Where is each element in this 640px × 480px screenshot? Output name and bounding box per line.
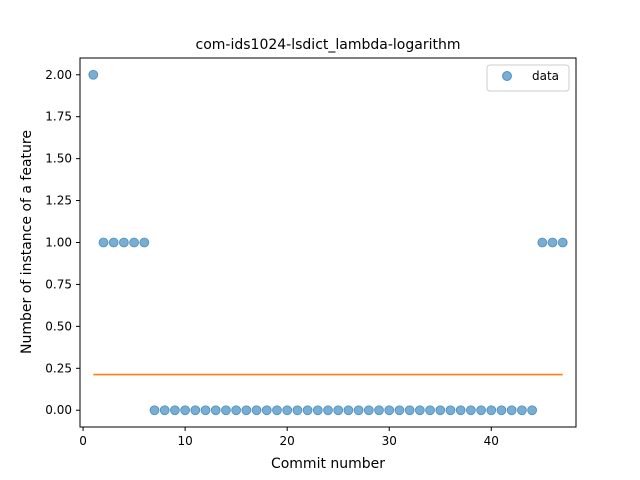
data-point <box>547 237 558 248</box>
legend: data <box>486 64 570 92</box>
data-point <box>231 405 242 416</box>
data-point <box>170 405 180 416</box>
data-point <box>221 405 231 416</box>
y-tick-label: 0.25 <box>45 361 72 375</box>
data-point <box>445 405 456 416</box>
data-point <box>353 405 364 416</box>
data-point <box>159 405 170 416</box>
data-point <box>496 405 507 416</box>
y-axis-label: Number of instance of a feature <box>19 130 35 354</box>
data-point <box>517 405 527 416</box>
y-tick-label: 1.25 <box>45 194 72 208</box>
data-point <box>88 69 99 80</box>
data-point <box>272 405 282 416</box>
x-tick-label: 40 <box>484 434 499 448</box>
data-point <box>333 405 344 416</box>
data-point <box>302 405 313 416</box>
data-point <box>404 405 415 416</box>
x-tick-label: 30 <box>382 434 397 448</box>
data-point <box>384 405 395 416</box>
data-point <box>210 405 221 416</box>
data-point <box>180 405 191 416</box>
x-axis-label: Commit number <box>271 456 385 472</box>
data-point <box>527 405 538 416</box>
y-tick-label: 0.75 <box>45 277 72 291</box>
data-point <box>200 405 211 416</box>
data-point <box>129 237 139 248</box>
data-point <box>343 405 354 416</box>
data-point <box>557 237 568 248</box>
data-points <box>88 69 568 416</box>
data-point <box>261 405 272 416</box>
y-tick-label: 0.00 <box>45 403 72 417</box>
data-point <box>108 237 119 248</box>
data-point <box>435 405 446 416</box>
data-point <box>374 405 384 416</box>
y-tick-label: 1.75 <box>45 110 72 124</box>
data-point <box>312 405 323 416</box>
data-point <box>537 237 548 248</box>
data-point <box>465 405 476 416</box>
data-point <box>282 405 293 416</box>
data-point <box>149 405 160 416</box>
legend-marker <box>502 71 512 81</box>
data-point <box>139 237 150 248</box>
data-point <box>190 405 201 416</box>
y-tick-label: 1.50 <box>45 152 72 166</box>
data-point <box>414 405 425 416</box>
data-point <box>455 405 466 416</box>
data-point <box>506 405 517 416</box>
x-tick-label: 10 <box>177 434 192 448</box>
data-point <box>292 405 303 416</box>
x-tick-label: 0 <box>79 434 87 448</box>
data-point <box>251 405 262 416</box>
data-point <box>476 405 486 416</box>
x-axis-ticks: 0 10 20 30 40 <box>79 427 499 448</box>
y-tick-label: 2.00 <box>45 68 72 82</box>
chart-title: com-ids1024-lsdict_lambda-logarithm <box>196 37 461 53</box>
legend-label: data <box>532 69 559 83</box>
data-point <box>118 237 129 248</box>
data-point <box>486 405 497 416</box>
y-tick-label: 1.00 <box>45 236 72 250</box>
data-point <box>425 405 435 416</box>
x-tick-label: 20 <box>280 434 295 448</box>
data-point <box>241 405 252 416</box>
plot-area <box>80 58 576 427</box>
y-axis-ticks: 0.00 0.25 0.50 0.75 1.00 1.25 1.50 1.75 2.00 <box>45 68 80 417</box>
data-point <box>363 405 374 416</box>
data-point <box>98 237 109 248</box>
data-point <box>323 405 333 416</box>
y-tick-label: 0.50 <box>45 319 72 333</box>
data-point <box>394 405 405 416</box>
